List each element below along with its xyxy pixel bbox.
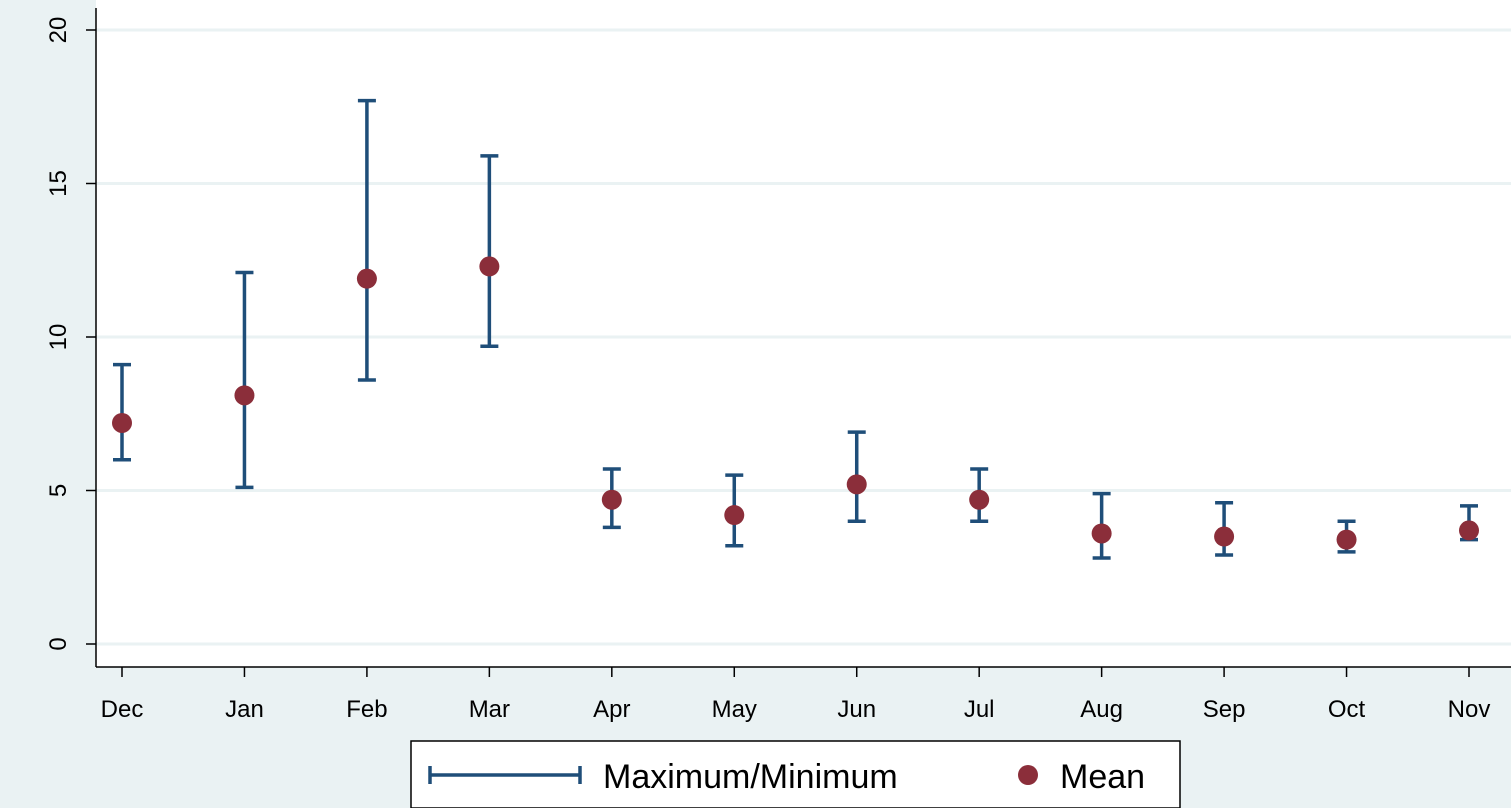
range-bar-dec (113, 362, 131, 462)
x-tick-label-mar: Mar (469, 696, 510, 723)
y-tick-label: 15 (45, 170, 72, 197)
x-tick-label-may: May (712, 696, 757, 723)
mean-point-jan (234, 385, 255, 406)
x-tick-label-jul: Jul (964, 696, 995, 723)
mean-point-nov (1459, 520, 1479, 541)
y-tick-label: 20 (45, 17, 72, 44)
y-tick-label: 0 (45, 637, 72, 650)
x-tick-label-jan: Jan (225, 696, 264, 723)
x-tick-label-sep: Sep (1203, 696, 1246, 723)
mean-points (112, 256, 1479, 550)
mean-point-jun (846, 474, 867, 495)
x-tick-label-oct: Oct (1328, 696, 1366, 723)
mean-point-feb (356, 268, 377, 289)
mean-point-apr (601, 489, 622, 510)
x-tick-label-nov: Nov (1448, 696, 1491, 723)
x-tick-label-dec: Dec (101, 696, 144, 723)
range-bar-jan (235, 270, 254, 490)
range-bar-mar (480, 154, 499, 348)
x-tick-label-jun: Jun (837, 696, 876, 723)
legend-key-mean (1018, 765, 1038, 785)
y-tick-label: 10 (45, 324, 72, 351)
legend-label-range: Maximum/Minimum (603, 758, 898, 796)
x-tick-label-aug: Aug (1080, 696, 1123, 723)
plot-area (96, 0, 1511, 667)
mean-point-dec (112, 412, 132, 433)
legend-label-mean: Mean (1060, 758, 1145, 796)
gridlines (96, 28, 1511, 646)
legend-key-range (428, 766, 582, 784)
mean-point-jul (969, 489, 990, 510)
axes: 0 5 10 15 20 Dec Jan Feb Mar Apr May Jun Jul Aug Sep Oc… (45, 8, 1511, 723)
y-tick-label: 5 (45, 484, 72, 497)
mean-point-oct (1336, 529, 1357, 550)
mean-point-mar (479, 256, 500, 277)
x-tick-label-feb: Feb (346, 696, 387, 723)
mean-point-may (724, 505, 745, 526)
mean-point-sep (1214, 526, 1235, 547)
mean-point-aug (1091, 523, 1112, 544)
legend: Maximum/Minimum Mean (410, 740, 1181, 808)
range-bar-feb (357, 98, 376, 382)
x-tick-label-apr: Apr (593, 696, 630, 723)
